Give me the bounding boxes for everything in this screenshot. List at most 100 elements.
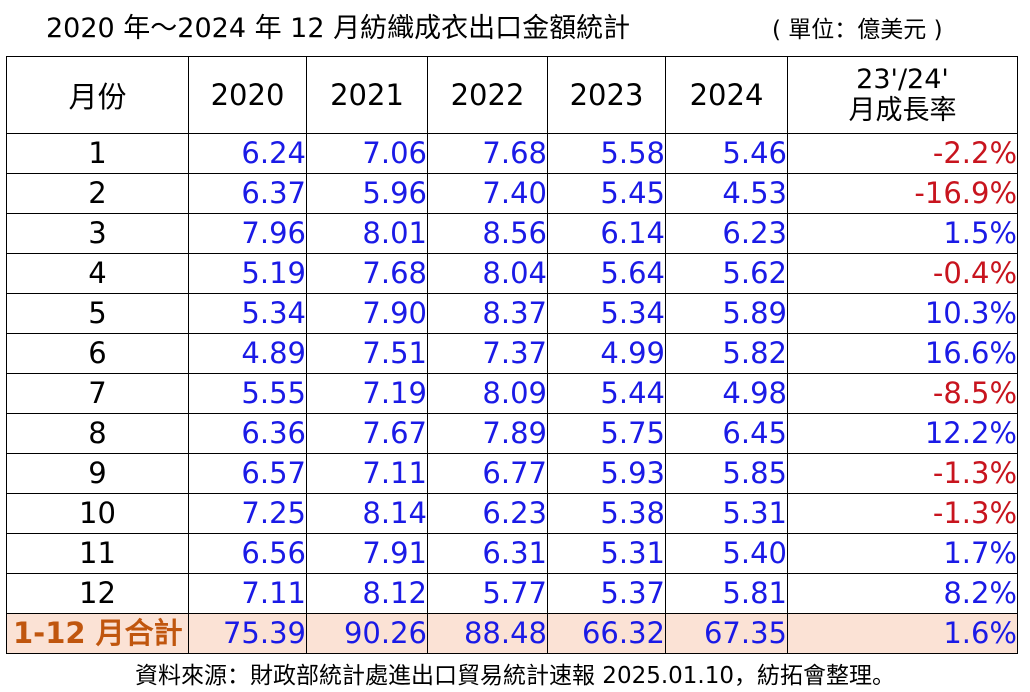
value-cell: 6.23 bbox=[665, 213, 788, 254]
total-value-cell: 67.35 bbox=[665, 613, 788, 654]
value-cell: 6.37 bbox=[188, 173, 307, 214]
value-cell: 6.57 bbox=[188, 453, 307, 494]
value-cell: 7.51 bbox=[306, 333, 428, 374]
table-row: 1 6.24 7.06 7.68 5.58 5.46 -2.2% bbox=[6, 133, 1018, 174]
value-cell: 5.85 bbox=[665, 453, 788, 494]
value-cell: 7.67 bbox=[306, 413, 428, 454]
total-label: 1-12 月合計 bbox=[6, 613, 189, 654]
value-cell: 5.93 bbox=[547, 453, 666, 494]
value-cell: 5.19 bbox=[188, 253, 307, 294]
unit-label: ( 單位：億美元 ) bbox=[772, 17, 943, 43]
export-table: 月份 2020 2021 2022 2023 2024 23'/24' 月成長率… bbox=[6, 56, 1018, 654]
page-title: 2020 年～2024 年 12 月紡織成衣出口金額統計 bbox=[46, 13, 631, 44]
value-cell: 5.38 bbox=[547, 493, 666, 534]
value-cell: 4.53 bbox=[665, 173, 788, 214]
value-cell: 6.36 bbox=[188, 413, 307, 454]
value-cell: 5.64 bbox=[547, 253, 666, 294]
table-body: 1 6.24 7.06 7.68 5.58 5.46 -2.2% 2 6.37 5.96 7.40 5… bbox=[6, 133, 1018, 654]
table-row: 4 5.19 7.68 8.04 5.64 5.62 -0.4% bbox=[6, 253, 1018, 294]
value-cell: 8.56 bbox=[427, 213, 548, 254]
value-cell: 5.55 bbox=[188, 373, 307, 414]
growth-rate-cell: 8.2% bbox=[787, 573, 1018, 614]
value-cell: 5.96 bbox=[306, 173, 428, 214]
value-cell: 5.46 bbox=[665, 133, 788, 174]
month-cell: 11 bbox=[6, 533, 189, 574]
table-row: 11 6.56 7.91 6.31 5.31 5.40 1.7% bbox=[6, 533, 1018, 574]
month-cell: 4 bbox=[6, 253, 189, 294]
month-cell: 1 bbox=[6, 133, 189, 174]
table-row: 3 7.96 8.01 8.56 6.14 6.23 1.5% bbox=[6, 213, 1018, 254]
value-cell: 6.14 bbox=[547, 213, 666, 254]
growth-rate-period: 23'/24' bbox=[856, 64, 949, 95]
month-cell: 2 bbox=[6, 173, 189, 214]
month-cell: 12 bbox=[6, 573, 189, 614]
value-cell: 5.37 bbox=[547, 573, 666, 614]
value-cell: 5.34 bbox=[547, 293, 666, 334]
column-header-year: 2024 bbox=[665, 56, 788, 134]
value-cell: 7.68 bbox=[427, 133, 548, 174]
growth-rate-cell: -0.4% bbox=[787, 253, 1018, 294]
value-cell: 5.45 bbox=[547, 173, 666, 214]
value-cell: 8.04 bbox=[427, 253, 548, 294]
column-header-year: 2020 bbox=[188, 56, 307, 134]
growth-rate-cell: 16.6% bbox=[787, 333, 1018, 374]
value-cell: 7.96 bbox=[188, 213, 307, 254]
value-cell: 7.37 bbox=[427, 333, 548, 374]
total-value-cell: 90.26 bbox=[306, 613, 428, 654]
column-header-month: 月份 bbox=[6, 56, 189, 134]
month-cell: 3 bbox=[6, 213, 189, 254]
value-cell: 7.25 bbox=[188, 493, 307, 534]
value-cell: 6.23 bbox=[427, 493, 548, 534]
table-row: 6 4.89 7.51 7.37 4.99 5.82 16.6% bbox=[6, 333, 1018, 374]
value-cell: 7.11 bbox=[306, 453, 428, 494]
value-cell: 4.89 bbox=[188, 333, 307, 374]
source-note: 資料來源：財政部統計處進出口貿易統計速報 2025.01.10，紡拓會整理。 bbox=[135, 663, 895, 689]
table-row: 10 7.25 8.14 6.23 5.38 5.31 -1.3% bbox=[6, 493, 1018, 534]
value-cell: 7.11 bbox=[188, 573, 307, 614]
value-cell: 8.01 bbox=[306, 213, 428, 254]
table-row: 12 7.11 8.12 5.77 5.37 5.81 8.2% bbox=[6, 573, 1018, 614]
month-cell: 6 bbox=[6, 333, 189, 374]
value-cell: 5.62 bbox=[665, 253, 788, 294]
value-cell: 7.19 bbox=[306, 373, 428, 414]
value-cell: 5.89 bbox=[665, 293, 788, 334]
total-row: 1-12 月合計 75.39 90.26 88.48 66.32 67.35 1.6% bbox=[6, 613, 1018, 654]
column-header-year: 2022 bbox=[427, 56, 548, 134]
total-growth-rate-cell: 1.6% bbox=[787, 613, 1018, 654]
column-header-growth-rate: 23'/24' 月成長率 bbox=[787, 56, 1018, 134]
table-row: 2 6.37 5.96 7.40 5.45 4.53 -16.9% bbox=[6, 173, 1018, 214]
value-cell: 8.09 bbox=[427, 373, 548, 414]
month-cell: 7 bbox=[6, 373, 189, 414]
value-cell: 6.24 bbox=[188, 133, 307, 174]
table-row: 5 5.34 7.90 8.37 5.34 5.89 10.3% bbox=[6, 293, 1018, 334]
growth-rate-cell: 1.5% bbox=[787, 213, 1018, 254]
header-row: 月份 2020 2021 2022 2023 2024 23'/24' 月成長率 bbox=[6, 56, 1018, 134]
total-value-cell: 75.39 bbox=[188, 613, 307, 654]
value-cell: 7.40 bbox=[427, 173, 548, 214]
table-row: 7 5.55 7.19 8.09 5.44 4.98 -8.5% bbox=[6, 373, 1018, 414]
value-cell: 6.56 bbox=[188, 533, 307, 574]
value-cell: 8.37 bbox=[427, 293, 548, 334]
total-value-cell: 88.48 bbox=[427, 613, 548, 654]
table-row: 9 6.57 7.11 6.77 5.93 5.85 -1.3% bbox=[6, 453, 1018, 494]
value-cell: 4.98 bbox=[665, 373, 788, 414]
value-cell: 8.14 bbox=[306, 493, 428, 534]
value-cell: 5.44 bbox=[547, 373, 666, 414]
value-cell: 6.45 bbox=[665, 413, 788, 454]
value-cell: 7.06 bbox=[306, 133, 428, 174]
value-cell: 7.68 bbox=[306, 253, 428, 294]
growth-rate-cell: -1.3% bbox=[787, 493, 1018, 534]
growth-rate-cell: 10.3% bbox=[787, 293, 1018, 334]
value-cell: 7.91 bbox=[306, 533, 428, 574]
month-cell: 10 bbox=[6, 493, 189, 534]
table-row: 8 6.36 7.67 7.89 5.75 6.45 12.2% bbox=[6, 413, 1018, 454]
value-cell: 6.77 bbox=[427, 453, 548, 494]
value-cell: 5.31 bbox=[547, 533, 666, 574]
growth-rate-cell: 12.2% bbox=[787, 413, 1018, 454]
value-cell: 5.58 bbox=[547, 133, 666, 174]
value-cell: 7.90 bbox=[306, 293, 428, 334]
value-cell: 8.12 bbox=[306, 573, 428, 614]
growth-rate-cell: -8.5% bbox=[787, 373, 1018, 414]
month-cell: 8 bbox=[6, 413, 189, 454]
value-cell: 5.75 bbox=[547, 413, 666, 454]
